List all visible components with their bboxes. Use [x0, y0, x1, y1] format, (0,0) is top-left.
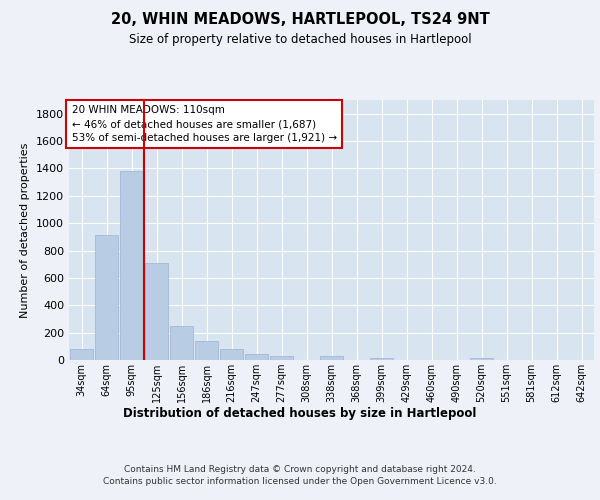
Text: 20 WHIN MEADOWS: 110sqm
← 46% of detached houses are smaller (1,687)
53% of semi: 20 WHIN MEADOWS: 110sqm ← 46% of detache…	[71, 105, 337, 143]
Text: Distribution of detached houses by size in Hartlepool: Distribution of detached houses by size …	[124, 408, 476, 420]
Bar	[220, 349, 243, 360]
Text: Contains HM Land Registry data © Crown copyright and database right 2024.
Contai: Contains HM Land Registry data © Crown c…	[103, 465, 497, 486]
Bar	[170, 326, 193, 360]
Bar	[320, 356, 343, 360]
Bar	[270, 356, 293, 360]
Text: Size of property relative to detached houses in Hartlepool: Size of property relative to detached ho…	[128, 32, 472, 46]
Y-axis label: Number of detached properties: Number of detached properties	[20, 142, 31, 318]
Bar	[470, 358, 493, 360]
Bar	[245, 354, 268, 360]
Bar	[195, 341, 218, 360]
Bar	[70, 349, 93, 360]
Bar	[145, 263, 168, 360]
Text: 20, WHIN MEADOWS, HARTLEPOOL, TS24 9NT: 20, WHIN MEADOWS, HARTLEPOOL, TS24 9NT	[110, 12, 490, 28]
Bar	[120, 171, 143, 360]
Bar	[95, 236, 118, 360]
Bar	[370, 358, 393, 360]
